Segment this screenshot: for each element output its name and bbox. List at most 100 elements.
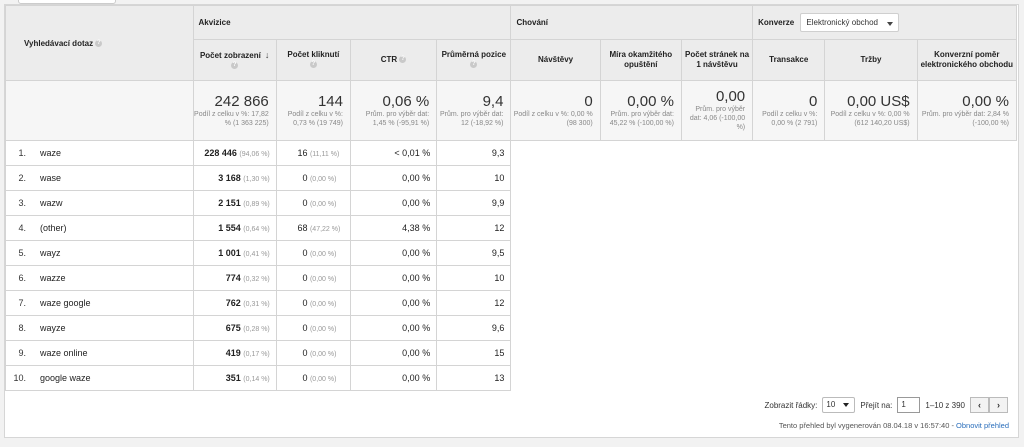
next-page-button[interactable]: › — [989, 397, 1008, 413]
impressions-cell: 675 (0,28 %) — [192, 315, 277, 341]
report-footer: Tento přehled byl vygenerován 08.04.18 v… — [779, 421, 1009, 430]
table-row[interactable]: 7. waze google 762 (0,31 %) 0 (0,00 %) 0,00 … — [5, 290, 1017, 316]
summary-transactions: 0 Podíl z celku v %: 0,00 % (2 791) — [752, 80, 826, 141]
refresh-report-link[interactable]: Obnovit přehled — [956, 421, 1009, 430]
impressions-value: 3 168 — [218, 173, 241, 183]
help-icon[interactable]: ? — [399, 56, 407, 64]
col-transactions[interactable]: Transakce — [752, 39, 826, 81]
row-index: 7. — [18, 298, 26, 308]
col-position-label: Průměrná pozice — [441, 50, 507, 59]
col-ctr[interactable]: CTR ? — [349, 39, 438, 81]
help-icon[interactable]: ? — [231, 61, 239, 69]
query-cell[interactable]: 9. waze online — [5, 340, 194, 366]
clicks-value: 0 — [302, 298, 308, 308]
query-cell[interactable]: 2. wase — [5, 165, 194, 191]
help-icon[interactable]: ? — [470, 61, 478, 69]
ctr-cell: 0,00 % — [349, 165, 438, 191]
query-text[interactable]: wayz — [40, 248, 61, 258]
query-cell[interactable]: 3. wazw — [5, 190, 194, 216]
query-cell[interactable]: 4. (other) — [5, 215, 194, 241]
table-row[interactable]: 9. waze online 419 (0,17 %) 0 (0,00 %) 0,00 … — [5, 340, 1017, 366]
summary-visits: 0 Podíl z celku v %: 0,00 % (98 300) — [510, 80, 601, 141]
col-clicks[interactable]: Počet kliknutí? — [275, 39, 351, 81]
query-text[interactable]: wayze — [40, 323, 66, 333]
rows-per-page-select[interactable]: 10 — [822, 397, 856, 413]
query-text[interactable]: (other) — [40, 223, 67, 233]
table-row[interactable]: 8. wayze 675 (0,28 %) 0 (0,00 %) 0,00 % 9,6 — [5, 315, 1017, 341]
clicks-value: 0 — [302, 273, 308, 283]
empty-cell — [510, 240, 1017, 266]
query-text[interactable]: wazw — [40, 198, 63, 208]
konverze-dropdown[interactable]: Elektronický obchod — [800, 13, 899, 32]
table-row[interactable]: 3. wazw 2 151 (0,89 %) 0 (0,00 %) 0,00 % 9,9 — [5, 190, 1017, 216]
query-cell[interactable]: 7. waze google — [5, 290, 194, 316]
row-index: 10. — [13, 373, 26, 383]
help-icon[interactable]: ? — [309, 61, 317, 69]
help-icon[interactable]: ? — [95, 39, 103, 47]
summary-pages: 0,00 Prům. pro výběr dat: 4,06 (-100,00 %… — [680, 80, 754, 141]
table-row[interactable]: 1. waze 228 446 (94,06 %) 16 (11,11 %) < 0,0… — [5, 140, 1017, 166]
position-cell: 15 — [436, 340, 512, 366]
impressions-value: 1 001 — [218, 248, 241, 258]
table-row[interactable]: 10. google waze 351 (0,14 %) 0 (0,00 %) 0,00… — [5, 365, 1017, 391]
table-row[interactable]: 6. wazze 774 (0,32 %) 0 (0,00 %) 0,00 % 10 — [5, 265, 1017, 291]
empty-cell — [510, 190, 1017, 216]
konverze-dropdown-value: Elektronický obchod — [806, 18, 878, 27]
impressions-cell: 762 (0,31 %) — [192, 290, 277, 316]
prev-page-button[interactable]: ‹ — [970, 397, 989, 413]
row-index: 4. — [18, 223, 26, 233]
query-text[interactable]: waze google — [40, 298, 91, 308]
impressions-value: 762 — [225, 298, 241, 308]
chevron-down-icon — [886, 22, 893, 26]
col-visits[interactable]: Návštěvy — [510, 39, 601, 81]
impressions-pct: (0,31 %) — [243, 301, 270, 308]
ctr-cell: 0,00 % — [349, 240, 438, 266]
dimension-header[interactable]: Vyhledávací dotaz ? — [5, 5, 194, 81]
col-position[interactable]: Průměrná pozice? — [436, 39, 512, 81]
summary-value: 242 866 — [214, 92, 269, 110]
query-cell[interactable]: 1. waze — [5, 140, 194, 166]
group-akvizice: Akvizice — [192, 5, 512, 40]
clicks-value: 16 — [297, 148, 308, 158]
query-cell[interactable]: 5. wayz — [5, 240, 194, 266]
query-text[interactable]: wase — [40, 173, 62, 183]
summary-value: 0,00 % — [627, 92, 674, 110]
summary-position: 9,4 Prům. pro výběr dat: 12 (-18,92 %) — [436, 80, 512, 141]
col-ctr-label: CTR — [380, 55, 398, 64]
col-pages[interactable]: Počet stránek na 1 návštěvu — [680, 39, 754, 81]
ctr-cell: < 0,01 % — [349, 140, 438, 166]
summary-sub: Prům. pro výběr dat: 12 (-18,92 %) — [440, 110, 504, 127]
impressions-cell: 1 554 (0,64 %) — [192, 215, 277, 241]
row-index: 9. — [18, 348, 26, 358]
col-impressions[interactable]: Počet zobrazení ↓? — [192, 39, 277, 81]
col-revenue[interactable]: Tržby — [824, 39, 918, 81]
pagination: Zobrazit řádky: 10 Přejít na: 1 1–10 z 3… — [764, 397, 1008, 413]
impressions-value: 675 — [225, 323, 241, 333]
goto-input[interactable]: 1 — [897, 397, 921, 413]
clicks-pct: (0,00 %) — [309, 376, 337, 383]
clicks-pct: (0,00 %) — [309, 326, 337, 333]
clicks-cell: 0 (0,00 %) — [275, 365, 351, 391]
query-text[interactable]: waze — [40, 148, 62, 158]
clicks-pct: (0,00 %) — [309, 201, 337, 208]
query-text[interactable]: waze online — [40, 348, 88, 358]
table-row[interactable]: 4. (other) 1 554 (0,64 %) 68 (47,22 %) 4,38 … — [5, 215, 1017, 241]
clicks-pct: (0,00 %) — [309, 276, 337, 283]
impressions-cell: 2 151 (0,89 %) — [192, 190, 277, 216]
table-row[interactable]: 5. wayz 1 001 (0,41 %) 0 (0,00 %) 0,00 % 9,5 — [5, 240, 1017, 266]
impressions-value: 419 — [225, 348, 241, 358]
query-cell[interactable]: 8. wayze — [5, 315, 194, 341]
query-cell[interactable]: 6. wazze — [5, 265, 194, 291]
clicks-cell: 0 (0,00 %) — [275, 240, 351, 266]
summary-sub: Prům. pro výběr dat: 45,22 % (-100,00 %) — [609, 110, 674, 127]
col-conversion[interactable]: Konverzní poměr elektronického obchodu — [916, 39, 1018, 81]
query-cell[interactable]: 10. google waze — [5, 365, 194, 391]
impressions-cell: 228 446 (94,06 %) — [192, 140, 277, 166]
sort-down-icon[interactable]: ↓ — [264, 49, 270, 60]
impressions-value: 2 151 — [218, 198, 241, 208]
table-row[interactable]: 2. wase 3 168 (1,30 %) 0 (0,00 %) 0,00 % 10 — [5, 165, 1017, 191]
query-text[interactable]: wazze — [40, 273, 66, 283]
empty-cell — [510, 265, 1017, 291]
query-text[interactable]: google waze — [40, 373, 91, 383]
col-bounce[interactable]: Míra okamžitého opuštění — [599, 39, 682, 81]
